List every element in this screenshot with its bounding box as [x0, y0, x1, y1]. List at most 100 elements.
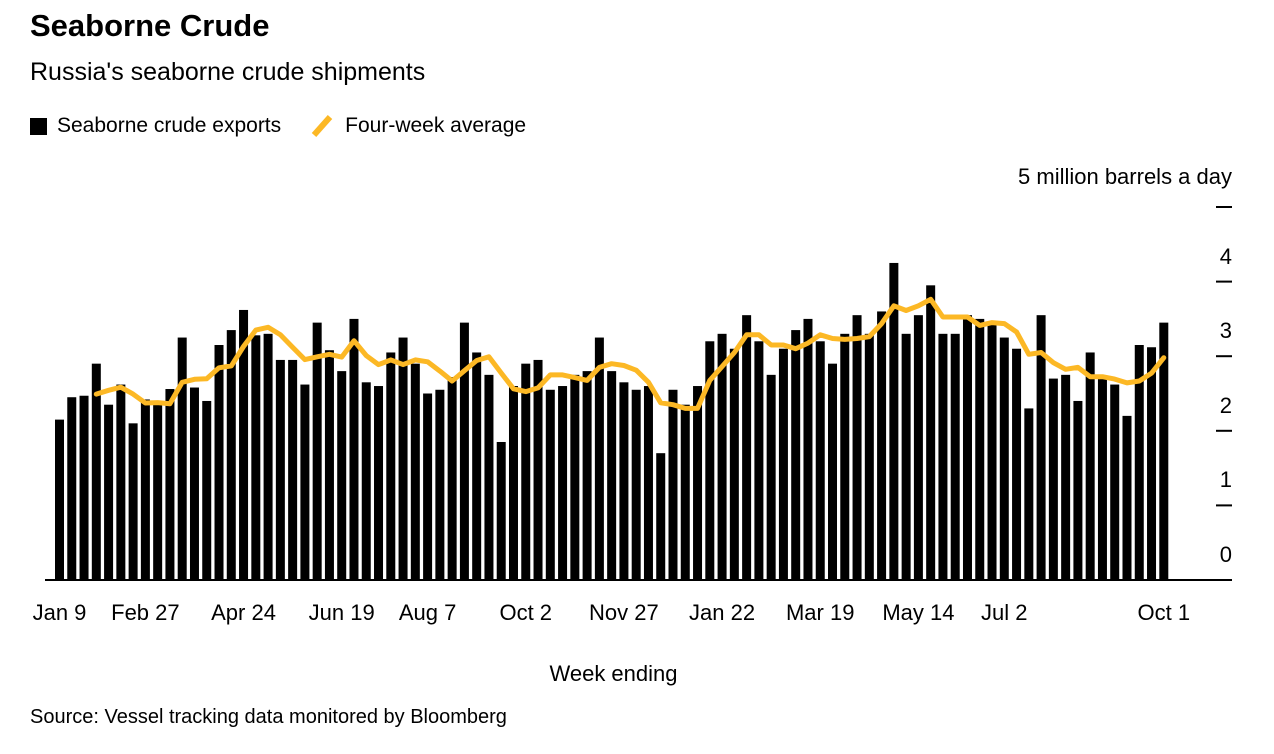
- x-axis-tick-label: Mar 19: [785, 600, 855, 625]
- export-bar: [189, 387, 199, 580]
- export-bar: [1134, 345, 1144, 580]
- x-axis-tick-label: Nov 27: [589, 600, 659, 625]
- export-bar: [1012, 348, 1022, 580]
- export-bar: [153, 403, 163, 580]
- export-bar: [251, 335, 261, 580]
- export-bar: [803, 318, 813, 580]
- export-bar: [300, 384, 310, 580]
- export-bar: [656, 453, 666, 580]
- export-bar: [275, 359, 285, 580]
- legend-line-swatch-icon: [311, 115, 333, 137]
- export-bar: [435, 389, 445, 580]
- export-bar: [1097, 378, 1107, 580]
- export-bar: [693, 386, 703, 580]
- export-bar: [177, 337, 187, 580]
- export-bar: [165, 389, 175, 580]
- export-bar: [558, 386, 568, 580]
- export-bar: [410, 363, 420, 580]
- export-bar: [349, 318, 359, 580]
- y-axis-unit-label: 5 million barrels a day: [1018, 164, 1232, 189]
- legend-item-average: Four-week average: [309, 113, 526, 139]
- export-bar: [67, 397, 77, 580]
- export-bar: [631, 389, 641, 580]
- export-bar: [607, 371, 617, 580]
- x-axis-tick-label: Jul 2: [981, 600, 1028, 625]
- x-axis-tick-label: Oct 2: [499, 600, 553, 625]
- export-bar: [116, 384, 126, 580]
- x-axis-tick-label: Feb 27: [111, 600, 180, 625]
- export-bar: [496, 441, 506, 580]
- export-bar: [643, 386, 653, 580]
- y-axis-tick-label: 3: [1219, 318, 1232, 344]
- export-bar: [324, 350, 334, 580]
- export-bar: [815, 341, 825, 580]
- x-axis-tick-label: Oct 1: [1137, 600, 1191, 625]
- export-bar: [705, 341, 715, 580]
- export-bar: [1110, 384, 1120, 580]
- export-bar: [374, 386, 384, 580]
- four-week-average-line: [93, 296, 1167, 411]
- export-bar: [533, 359, 543, 580]
- legend-item-exports: Seaborne crude exports: [30, 114, 281, 138]
- export-bar: [545, 389, 555, 580]
- export-bar: [423, 393, 433, 580]
- export-bar: [913, 315, 923, 580]
- export-bar: [582, 371, 592, 580]
- export-bar: [263, 333, 273, 580]
- legend: Seaborne crude exports Four-week average: [30, 113, 526, 139]
- export-bar: [668, 389, 678, 580]
- export-bar: [1036, 315, 1046, 580]
- export-bar: [570, 374, 580, 580]
- export-bar: [337, 371, 347, 580]
- export-bar: [398, 337, 408, 580]
- export-bar: [484, 374, 494, 580]
- export-bar: [828, 363, 838, 580]
- y-axis-tick-label: 2: [1219, 392, 1232, 418]
- export-bar: [447, 377, 457, 580]
- export-bar: [1061, 374, 1071, 580]
- export-bar: [619, 382, 629, 580]
- export-bar: [128, 423, 138, 580]
- export-bar: [508, 386, 518, 580]
- export-bar: [742, 315, 752, 580]
- export-bar: [214, 345, 224, 580]
- export-bar: [1073, 400, 1083, 580]
- export-bar: [594, 337, 604, 580]
- export-bar: [717, 333, 727, 580]
- legend-label-average: Four-week average: [345, 114, 527, 137]
- export-bar: [901, 333, 911, 580]
- export-bar: [79, 395, 89, 580]
- export-bar: [766, 374, 776, 580]
- x-axis-tick-label: Apr 24: [211, 600, 276, 625]
- export-bar: [864, 333, 874, 580]
- export-bar: [239, 309, 249, 580]
- export-bar: [361, 382, 371, 580]
- export-bar: [312, 322, 322, 580]
- export-bar: [104, 404, 114, 580]
- export-bar: [521, 363, 531, 580]
- export-bar: [1122, 415, 1132, 580]
- export-bar: [226, 330, 236, 580]
- export-bar: [1024, 408, 1034, 580]
- export-bar: [1147, 347, 1157, 580]
- export-bar: [1085, 352, 1095, 580]
- legend-label-exports: Seaborne crude exports: [57, 114, 282, 137]
- export-bar: [459, 322, 469, 580]
- export-bar: [926, 285, 936, 580]
- export-bar: [791, 330, 801, 580]
- export-bar: [140, 399, 150, 580]
- export-bar: [975, 318, 985, 580]
- export-bar: [729, 348, 739, 580]
- x-axis-title: Week ending: [549, 661, 678, 686]
- export-bar: [889, 262, 899, 580]
- x-axis-tick-label: Aug 7: [398, 600, 457, 625]
- export-bar: [778, 348, 788, 580]
- export-bar: [999, 337, 1009, 580]
- export-bar: [55, 419, 64, 580]
- y-axis-tick-label: 0: [1219, 542, 1232, 567]
- export-bar: [962, 315, 972, 580]
- export-bar: [680, 404, 690, 580]
- y-axis-tick-label: 4: [1219, 243, 1232, 269]
- export-bar: [1159, 322, 1169, 580]
